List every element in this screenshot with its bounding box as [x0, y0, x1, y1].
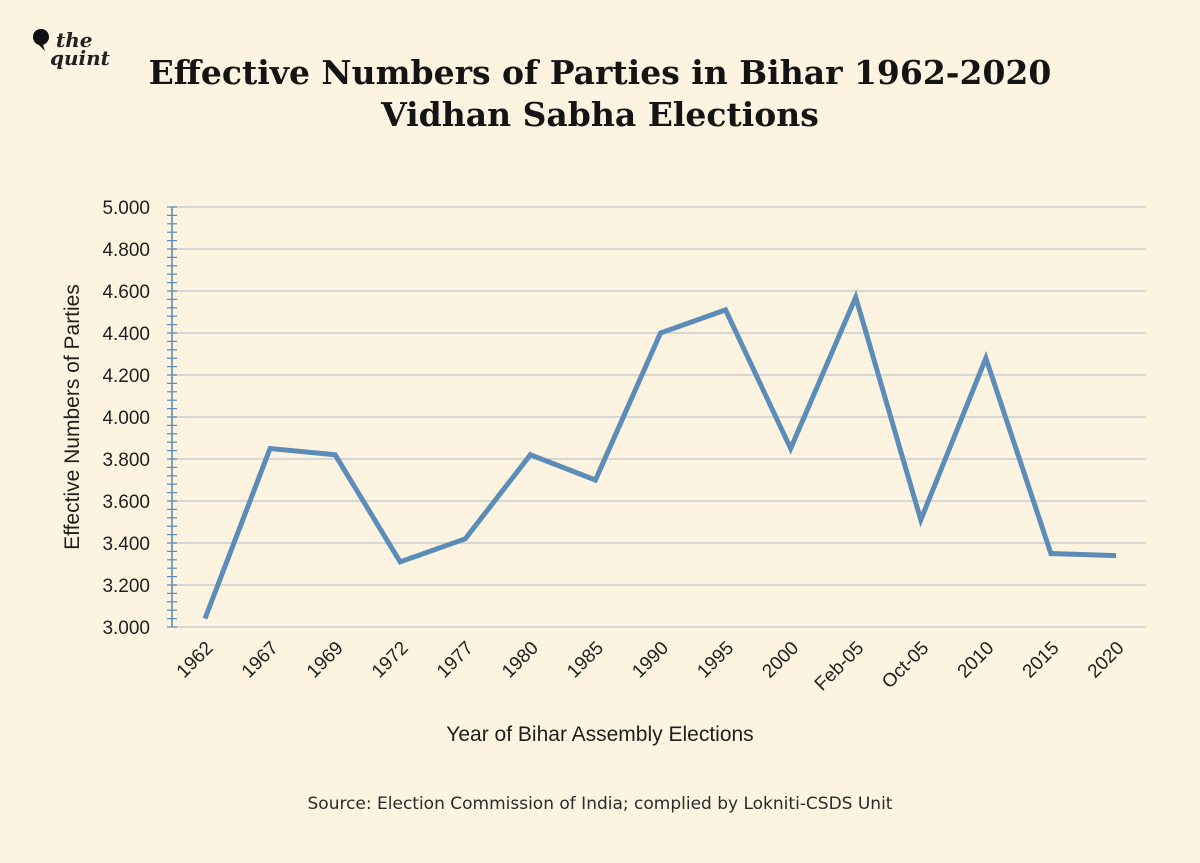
speech-bubble-icon	[33, 29, 49, 51]
x-tick-label: 1985	[563, 638, 608, 683]
x-tick-labels: 1962 1967 1969 1972 1977 1980 1985 1990 1995 2000…	[173, 638, 1129, 695]
x-tick-label: 1990	[628, 638, 673, 683]
x-tick-label: 2010	[954, 638, 999, 683]
x-tick-label: 1980	[498, 638, 543, 683]
y-tick-label: 3.400	[102, 534, 150, 555]
x-tick-label: 1967	[238, 638, 283, 683]
chart-title-line-1: Effective Numbers of Parties in Bihar 19…	[148, 53, 1052, 92]
y-tick-label: 3.600	[102, 492, 150, 513]
y-tick-label: 4.400	[102, 324, 150, 345]
x-tick-label: 2000	[758, 638, 803, 683]
y-tick-label: 4.000	[102, 408, 150, 429]
x-tick-label: 1962	[173, 638, 218, 683]
x-tick-label: Oct-05	[878, 638, 933, 693]
series-layer	[202, 289, 1117, 620]
y-axis-title: Effective Numbers of Parties	[61, 284, 84, 550]
series-line	[202, 289, 1117, 620]
x-tick-label: 1977	[433, 638, 478, 683]
y-tick-label: 3.200	[102, 576, 150, 597]
chart-title-line-2: Vidhan Sabha Elections	[381, 95, 819, 134]
y-tick-label: 4.200	[102, 366, 150, 387]
x-tick-label: 2020	[1084, 638, 1129, 683]
chart-title: Effective Numbers of Parties in Bihar 19…	[0, 52, 1200, 136]
x-axis-title: Year of Bihar Assembly Elections	[446, 723, 753, 746]
x-tick-label: 2015	[1019, 638, 1064, 683]
x-tick-label: 1972	[368, 638, 413, 683]
x-tick-label: 1995	[693, 638, 738, 683]
logo-text-quint: quint	[50, 46, 110, 70]
y-tick-label: 3.800	[102, 450, 150, 471]
gridlines	[172, 206, 1146, 628]
the-quint-logo: the quint	[26, 22, 116, 74]
y-tick-label: 4.800	[102, 240, 150, 261]
x-tick-label: Feb-05	[811, 638, 868, 695]
y-tick-label: 3.000	[102, 618, 150, 639]
y-tick-label: 4.600	[102, 282, 150, 303]
y-tick-label: 5.000	[102, 198, 150, 219]
source-note: Source: Election Commission of India; co…	[307, 794, 893, 814]
logo-text-the: the	[56, 28, 93, 52]
x-tick-label: 1969	[303, 638, 348, 683]
y-tick-labels: 3.000 3.200 3.400 3.600 3.800 4.000 4.200 4.400…	[102, 198, 150, 639]
axes	[167, 206, 177, 628]
